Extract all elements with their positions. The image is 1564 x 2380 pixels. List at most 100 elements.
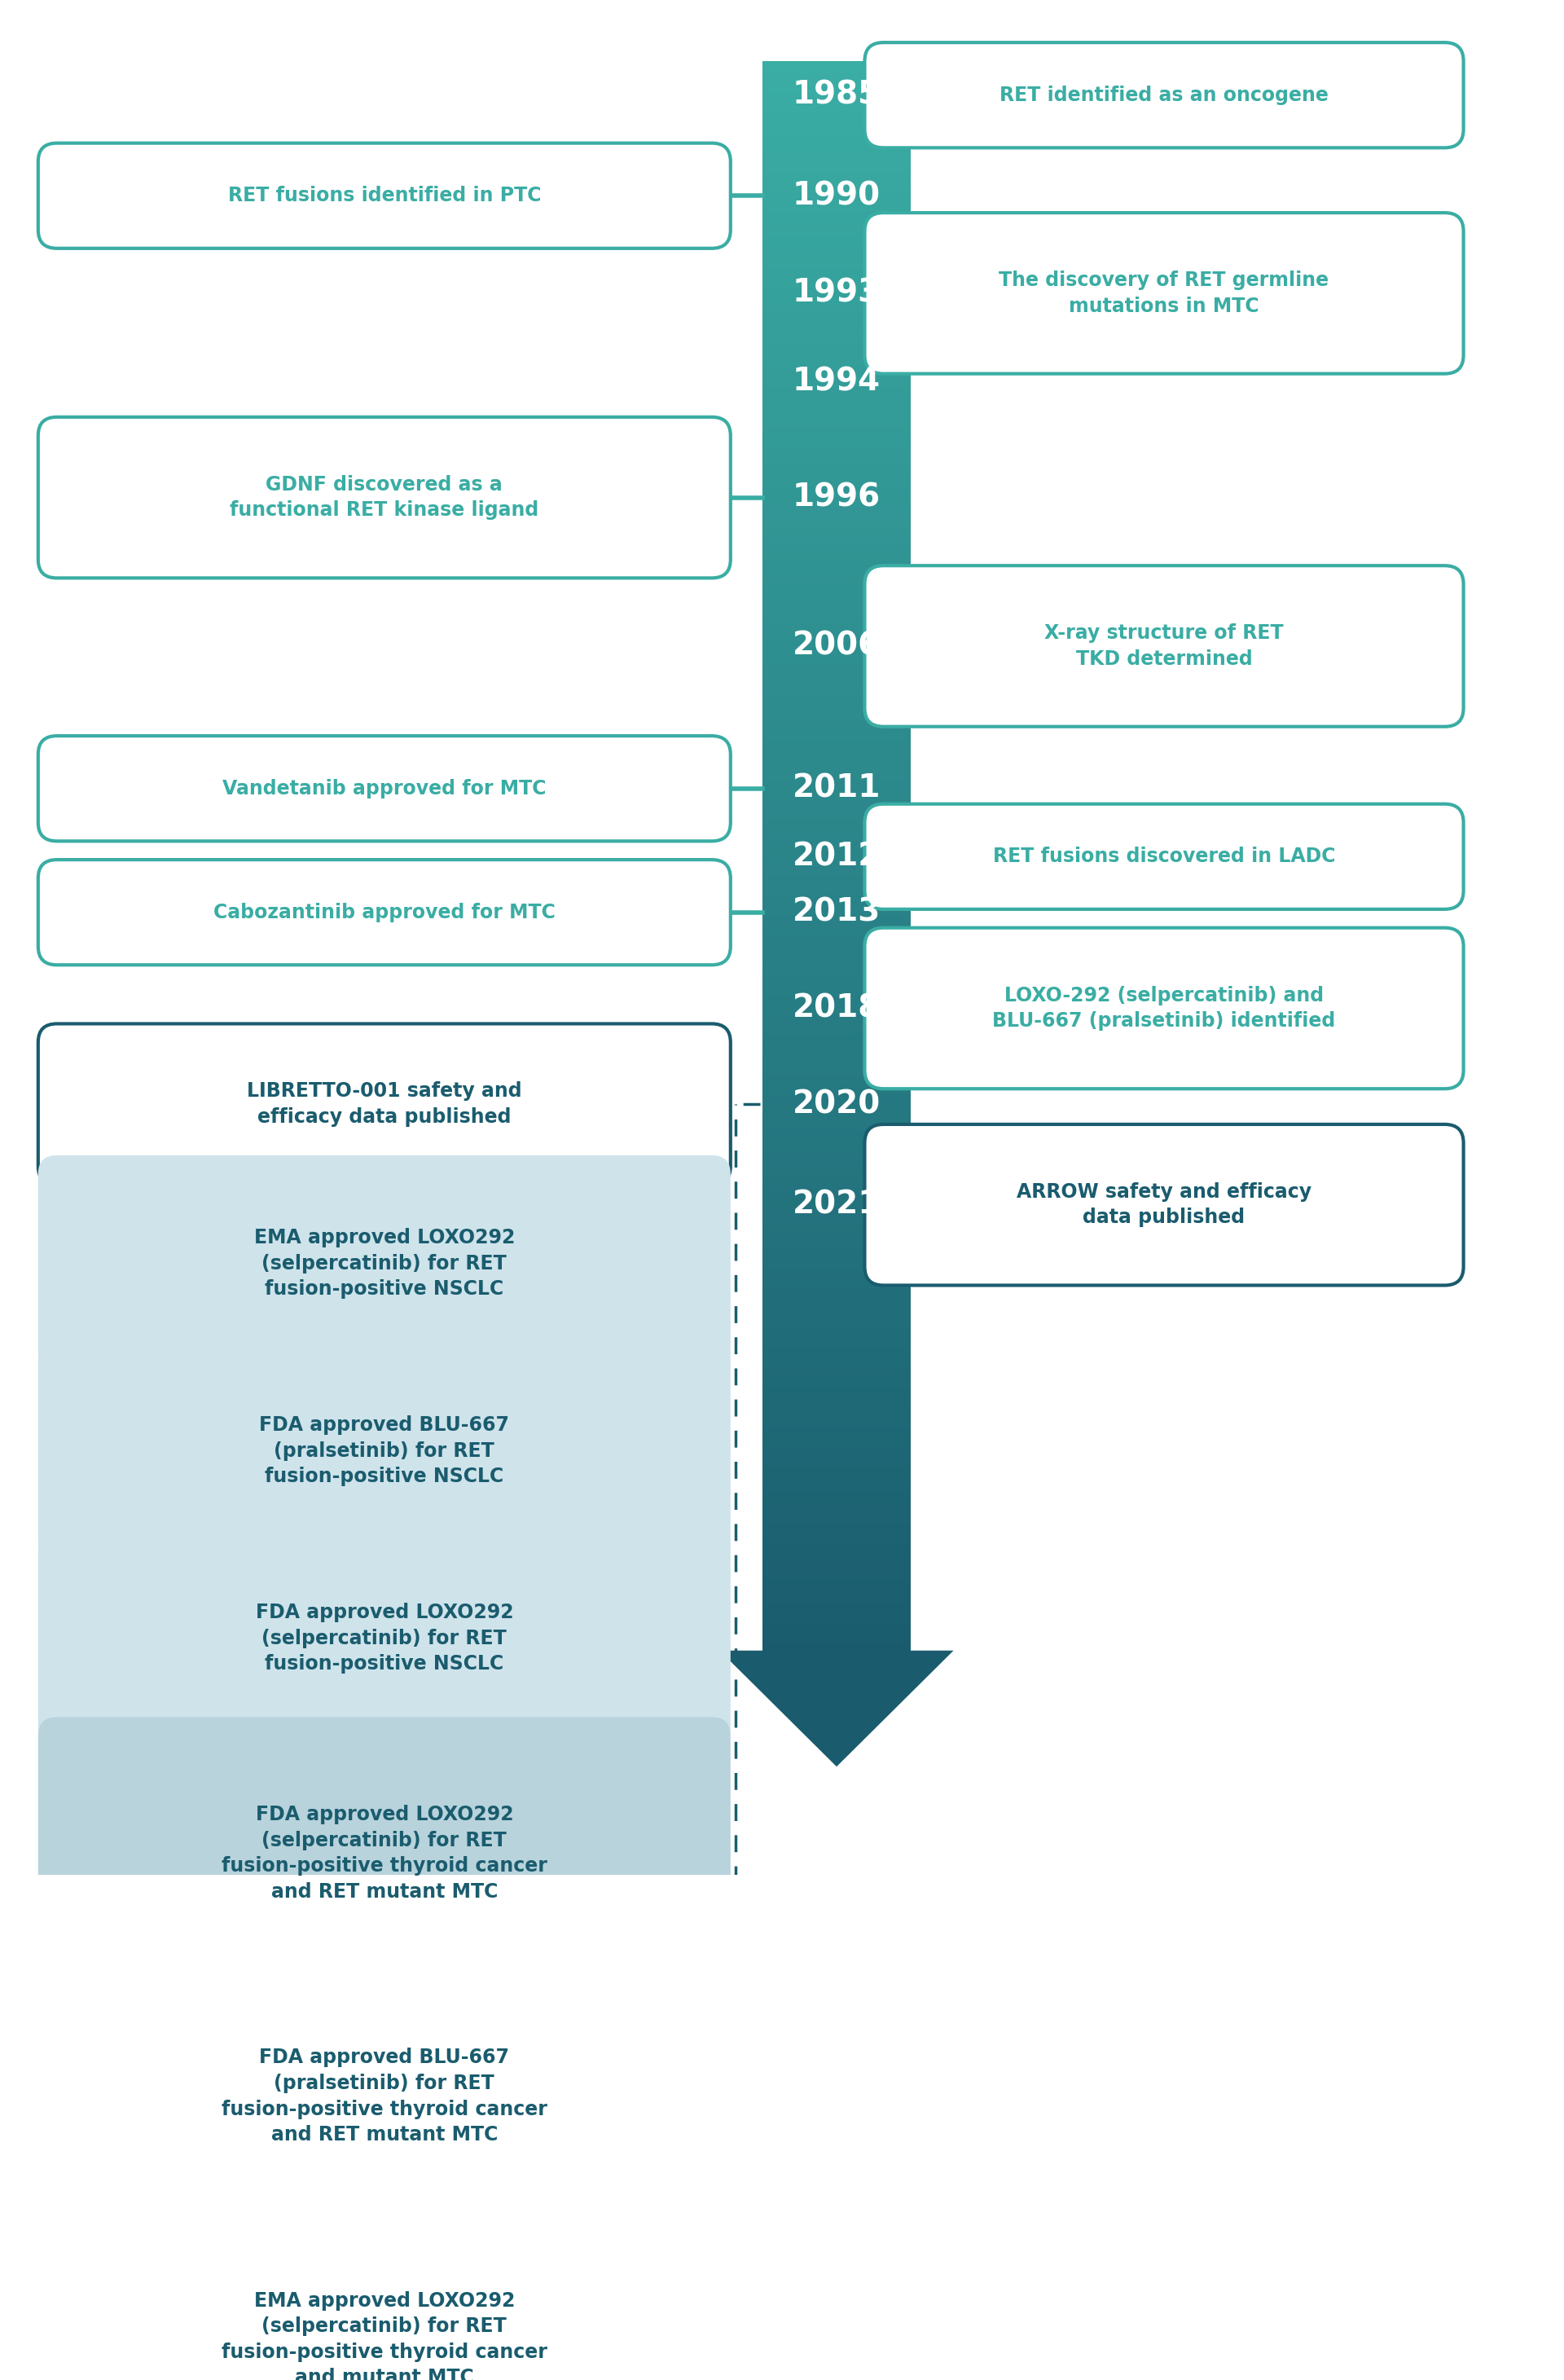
Bar <box>763 1357 910 1361</box>
Bar <box>763 840 910 845</box>
Bar <box>763 1421 910 1423</box>
Bar <box>763 1314 910 1316</box>
Bar <box>763 1150 910 1154</box>
Bar <box>763 769 910 774</box>
Bar <box>763 228 910 231</box>
Bar <box>763 916 910 919</box>
Bar <box>763 1257 910 1261</box>
Bar <box>763 424 910 426</box>
Bar <box>763 804 910 809</box>
Bar <box>763 402 910 407</box>
Bar <box>763 928 910 931</box>
Bar <box>763 1169 910 1173</box>
FancyBboxPatch shape <box>38 1342 730 1559</box>
FancyBboxPatch shape <box>865 43 1464 148</box>
Bar <box>763 483 910 486</box>
Bar <box>763 1238 910 1242</box>
Bar <box>763 1138 910 1142</box>
Bar <box>763 236 910 240</box>
Bar <box>763 188 910 193</box>
Bar <box>763 466 910 471</box>
Bar <box>763 1540 910 1542</box>
Bar <box>763 74 910 76</box>
Bar <box>763 650 910 652</box>
Bar <box>763 205 910 207</box>
Bar <box>763 1185 910 1190</box>
Bar <box>763 533 910 538</box>
Bar <box>763 1250 910 1254</box>
Bar <box>763 1000 910 1002</box>
Bar <box>763 1245 910 1250</box>
Bar <box>763 964 910 966</box>
Bar <box>763 674 910 676</box>
Bar <box>763 1197 910 1202</box>
Bar <box>763 1488 910 1492</box>
Bar <box>763 1380 910 1385</box>
Bar <box>763 98 910 100</box>
Bar <box>763 497 910 502</box>
Bar <box>763 1316 910 1321</box>
Bar <box>763 752 910 757</box>
Bar <box>763 1468 910 1471</box>
Bar <box>763 414 910 419</box>
Bar <box>763 1221 910 1226</box>
Bar <box>763 1559 910 1564</box>
Bar <box>763 407 910 412</box>
Bar <box>763 1023 910 1026</box>
Bar <box>763 1142 910 1145</box>
Bar <box>763 923 910 928</box>
Bar <box>763 443 910 447</box>
Text: 2011: 2011 <box>793 774 881 804</box>
Bar <box>763 1614 910 1618</box>
Bar <box>763 740 910 745</box>
Bar <box>763 324 910 328</box>
Bar <box>763 1388 910 1392</box>
Bar <box>763 1031 910 1035</box>
Bar <box>763 412 910 414</box>
Bar <box>763 638 910 640</box>
Bar <box>763 712 910 716</box>
Bar <box>763 566 910 569</box>
Bar <box>763 1457 910 1459</box>
Bar <box>763 876 910 881</box>
Bar <box>763 1564 910 1566</box>
Bar <box>763 1180 910 1185</box>
Bar <box>763 555 910 557</box>
FancyBboxPatch shape <box>38 1530 730 1747</box>
Bar <box>763 1647 910 1652</box>
Bar <box>763 1059 910 1061</box>
FancyBboxPatch shape <box>38 1023 730 1185</box>
Bar <box>763 62 910 64</box>
Bar <box>763 1495 910 1499</box>
Bar <box>763 864 910 869</box>
Bar <box>763 688 910 693</box>
Bar <box>763 1404 910 1409</box>
Bar <box>763 1085 910 1090</box>
Bar <box>763 835 910 840</box>
Text: The discovery of RET germline
mutations in MTC: The discovery of RET germline mutations … <box>999 271 1329 317</box>
Bar <box>763 171 910 176</box>
Bar <box>763 1411 910 1416</box>
Bar <box>763 1173 910 1178</box>
Bar <box>763 307 910 312</box>
Bar <box>763 243 910 248</box>
Bar <box>763 590 910 593</box>
Bar <box>763 295 910 300</box>
Bar <box>763 371 910 376</box>
Bar <box>763 1435 910 1440</box>
Bar <box>763 645 910 650</box>
Bar <box>763 195 910 200</box>
Bar <box>763 378 910 383</box>
Text: 1990: 1990 <box>793 181 881 212</box>
Bar <box>763 1026 910 1031</box>
Bar <box>763 1590 910 1595</box>
Bar <box>763 883 910 888</box>
Polygon shape <box>719 1647 954 1766</box>
Bar <box>763 1207 910 1209</box>
FancyBboxPatch shape <box>865 212 1464 374</box>
Bar <box>763 1530 910 1535</box>
Bar <box>763 1166 910 1169</box>
FancyBboxPatch shape <box>865 566 1464 726</box>
Bar <box>763 569 910 574</box>
Bar <box>763 1273 910 1278</box>
